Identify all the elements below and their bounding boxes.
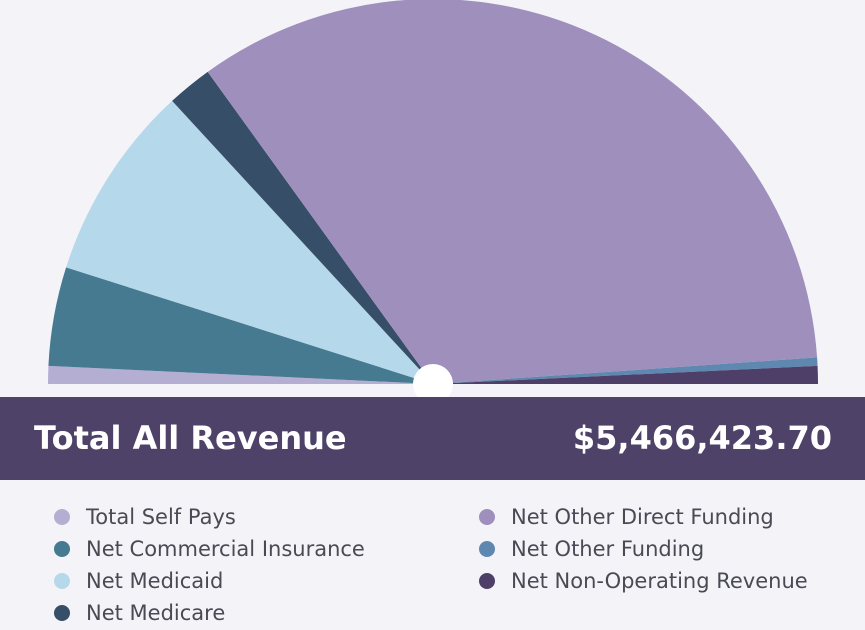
legend-label: Net Commercial Insurance xyxy=(86,537,365,561)
total-banner xyxy=(0,397,865,480)
chart-title: Total All Revenue xyxy=(34,419,347,457)
legend-label: Net Medicaid xyxy=(86,569,223,593)
legend-swatch xyxy=(54,573,70,589)
slice xyxy=(48,365,433,384)
legend-swatch xyxy=(479,541,495,557)
legend-label: Net Other Funding xyxy=(511,537,704,561)
legend-label: Total Self Pays xyxy=(85,505,236,529)
legend-swatch xyxy=(479,509,495,525)
slice xyxy=(433,365,818,384)
slice xyxy=(172,71,433,384)
slice xyxy=(66,100,433,384)
slice xyxy=(48,267,433,384)
legend: Total Self Pays Net Commercial Insurance N… xyxy=(54,505,808,625)
slice xyxy=(433,357,818,384)
total-value: $5,466,423.70 xyxy=(573,419,832,457)
legend-label: Net Other Direct Funding xyxy=(511,505,774,529)
legend-swatch xyxy=(54,509,70,525)
slice xyxy=(207,0,818,384)
legend-swatch xyxy=(54,605,70,621)
legend-label: Net Medicare xyxy=(86,601,225,625)
slices xyxy=(48,0,818,384)
center-hole xyxy=(413,364,453,404)
legend-swatch xyxy=(479,573,495,589)
legend-label: Net Non-Operating Revenue xyxy=(511,569,808,593)
legend-swatch xyxy=(54,541,70,557)
